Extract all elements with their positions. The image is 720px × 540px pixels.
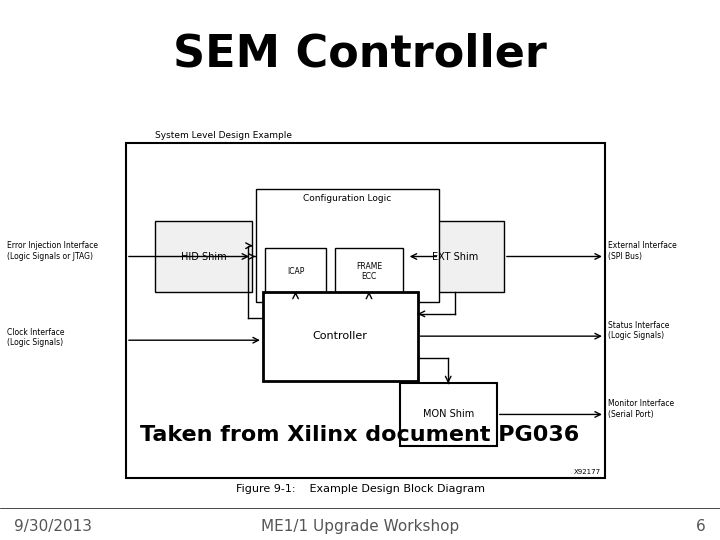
- Text: External Interface
(SPI Bus): External Interface (SPI Bus): [608, 241, 677, 261]
- Text: Error Injection Interface
(Logic Signals or JTAG): Error Injection Interface (Logic Signals…: [7, 241, 98, 261]
- FancyBboxPatch shape: [400, 383, 497, 446]
- Text: HID Shim: HID Shim: [181, 252, 226, 261]
- Text: MON Shim: MON Shim: [423, 409, 474, 420]
- FancyBboxPatch shape: [407, 221, 504, 292]
- Text: Monitor Interface
(Serial Port): Monitor Interface (Serial Port): [608, 400, 675, 419]
- Text: Controller: Controller: [312, 331, 368, 341]
- FancyBboxPatch shape: [126, 143, 605, 478]
- Text: ME1/1 Upgrade Workshop: ME1/1 Upgrade Workshop: [261, 519, 459, 534]
- Text: EXT Shim: EXT Shim: [432, 252, 479, 261]
- Text: SEM Controller: SEM Controller: [173, 32, 547, 76]
- Text: Status Interface
(Logic Signals): Status Interface (Logic Signals): [608, 321, 670, 340]
- Text: ICAP: ICAP: [287, 267, 305, 276]
- Text: Taken from Xilinx document PG036: Taken from Xilinx document PG036: [140, 424, 580, 445]
- FancyBboxPatch shape: [265, 248, 326, 294]
- Text: X92177: X92177: [574, 469, 601, 475]
- Text: Clock Interface
(Logic Signals): Clock Interface (Logic Signals): [7, 328, 65, 347]
- Text: Figure 9-1:    Example Design Block Diagram: Figure 9-1: Example Design Block Diagram: [235, 484, 485, 494]
- FancyBboxPatch shape: [256, 189, 439, 302]
- Text: 6: 6: [696, 519, 706, 534]
- Text: 9/30/2013: 9/30/2013: [14, 519, 92, 534]
- Text: System Level Design Example: System Level Design Example: [155, 131, 292, 140]
- FancyBboxPatch shape: [263, 292, 418, 381]
- FancyBboxPatch shape: [335, 248, 403, 294]
- Text: Configuration Logic: Configuration Logic: [303, 194, 392, 204]
- FancyBboxPatch shape: [155, 221, 252, 292]
- Text: FRAME
ECC: FRAME ECC: [356, 262, 382, 281]
